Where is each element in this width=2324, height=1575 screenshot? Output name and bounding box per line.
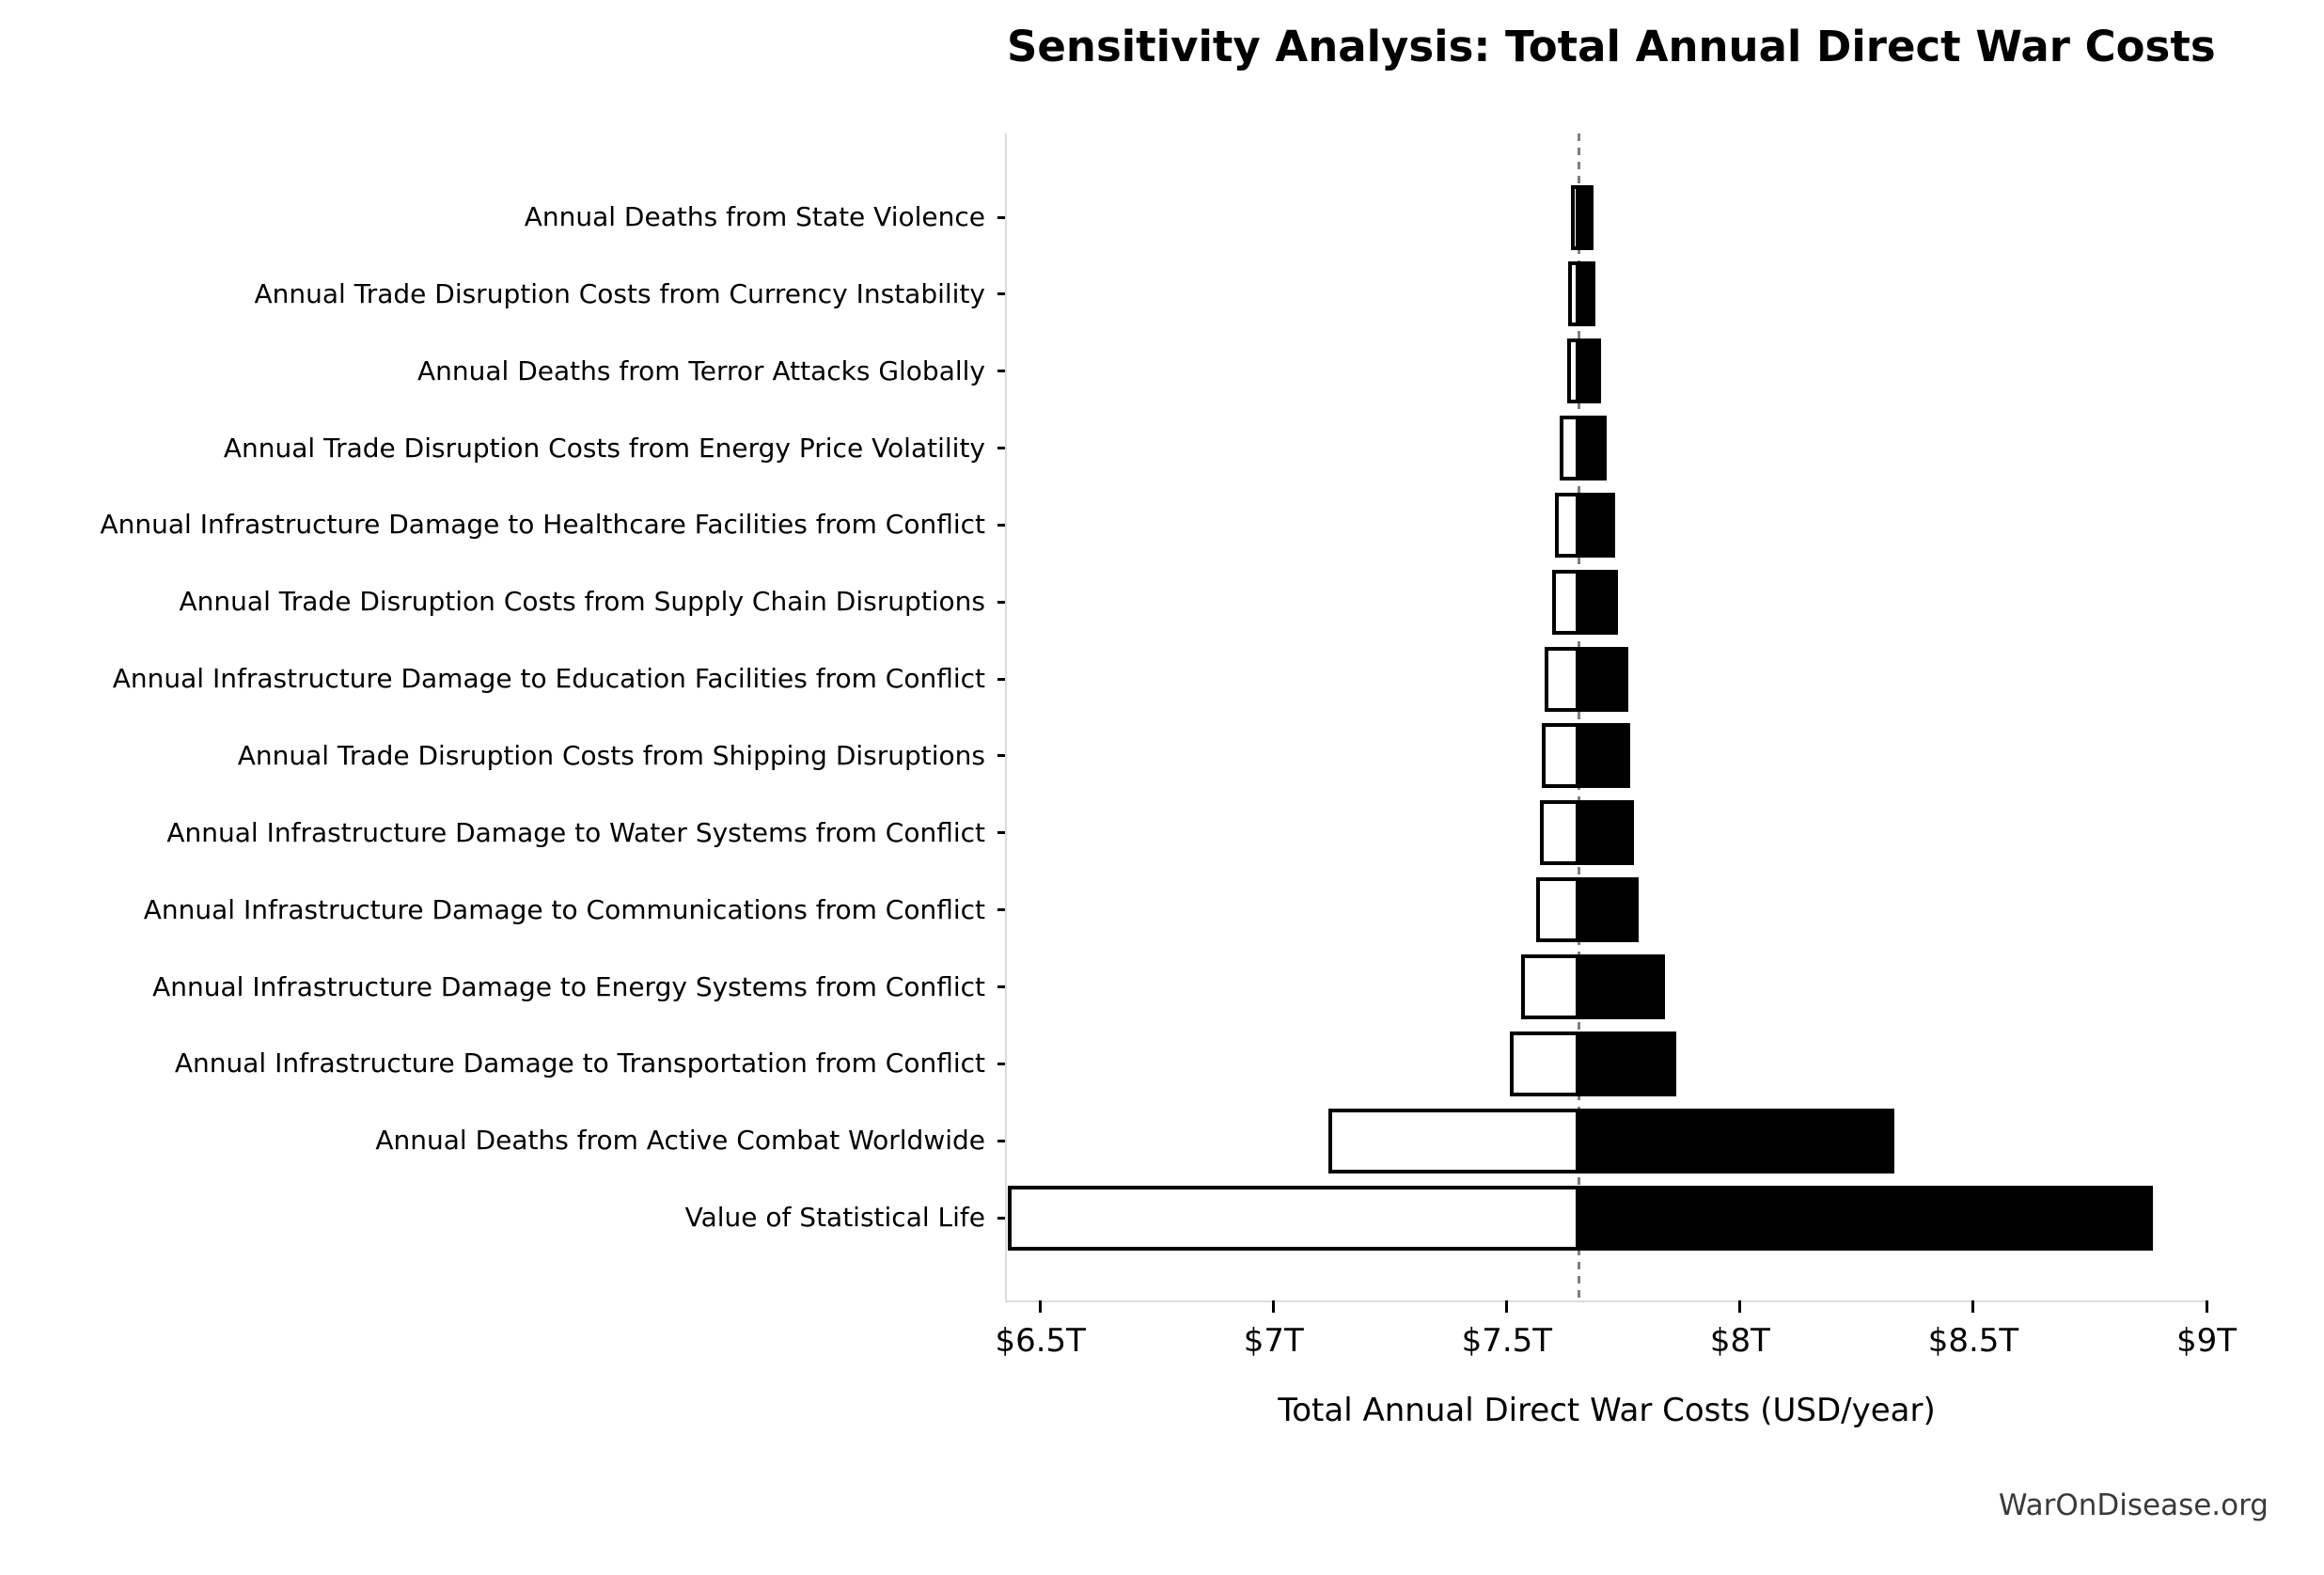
tornado-bar-low	[1571, 184, 1579, 250]
y-tick-label: Value of Statistical Life	[684, 1202, 985, 1234]
tornado-bar-high	[1578, 1108, 1894, 1173]
x-tick-label: $9T	[2175, 1322, 2238, 1360]
baseline-dashed-line	[1578, 134, 1581, 1300]
tornado-bar-high	[1578, 877, 1640, 943]
x-tick-label: $8.5T	[1927, 1322, 2019, 1360]
x-tick-mark	[1505, 1300, 1509, 1313]
y-tick-mark	[997, 447, 1005, 450]
tornado-bar-low	[1328, 1108, 1579, 1173]
tornado-bar-high	[1578, 800, 1635, 866]
x-tick-label: $6.5T	[995, 1322, 1086, 1360]
tornado-bar-low	[1535, 877, 1579, 943]
tornado-bar-high	[1578, 723, 1631, 789]
y-tick-label: Annual Infrastructure Damage to Water Sy…	[166, 816, 985, 848]
y-tick-mark	[997, 1139, 1005, 1142]
tornado-bar-high	[1578, 1031, 1677, 1096]
tornado-bar-low	[1567, 261, 1579, 327]
x-tick-label: $7T	[1243, 1322, 1304, 1360]
x-tick-mark	[1039, 1300, 1043, 1313]
tornado-bar-low	[1560, 416, 1579, 481]
y-tick-mark	[997, 523, 1005, 527]
y-tick-mark	[997, 677, 1005, 681]
tornado-bar-low	[1545, 646, 1579, 712]
y-tick-mark	[997, 908, 1005, 912]
tornado-bar-high	[1578, 261, 1595, 327]
y-tick-label: Annual Infrastructure Damage to Transpor…	[174, 1047, 985, 1079]
y-tick-mark	[997, 831, 1005, 835]
x-tick-mark	[2205, 1300, 2208, 1313]
x-tick-label: $8T	[1709, 1322, 1770, 1360]
tornado-bar-low	[1554, 492, 1579, 558]
y-tick-label: Annual Deaths from Terror Attacks Global…	[416, 354, 985, 386]
y-axis-spine	[1005, 134, 1007, 1302]
tornado-bar-low	[1510, 1031, 1579, 1096]
y-tick-mark	[997, 600, 1005, 604]
y-tick-mark	[997, 370, 1005, 373]
y-tick-mark	[997, 754, 1005, 758]
tornado-bar-high	[1578, 492, 1615, 558]
watermark-text: WarOnDisease.org	[1998, 1488, 2269, 1522]
y-tick-label: Annual Infrastructure Damage to Healthca…	[100, 509, 986, 541]
tornado-bar-low	[1566, 339, 1579, 404]
y-tick-mark	[997, 1216, 1005, 1220]
y-tick-mark	[997, 985, 1005, 988]
x-axis-spine	[1005, 1300, 2206, 1302]
tornado-bar-high	[1578, 954, 1665, 1019]
tornado-bar-high	[1578, 184, 1594, 250]
y-tick-label: Annual Trade Disruption Costs from Suppl…	[179, 586, 985, 618]
y-tick-mark	[997, 1062, 1005, 1065]
y-tick-label: Annual Trade Disruption Costs from Curre…	[254, 277, 985, 309]
y-tick-label: Annual Infrastructure Damage to Educatio…	[112, 663, 985, 695]
tornado-bar-low	[1520, 954, 1579, 1019]
tornado-bar-low	[1551, 569, 1579, 635]
chart-title: Sensitivity Analysis: Total Annual Direc…	[1007, 22, 2216, 71]
tornado-bar-low	[1542, 723, 1579, 789]
tornado-bar-low	[1539, 800, 1579, 866]
x-axis-label: Total Annual Direct War Costs (USD/year)	[1278, 1392, 1936, 1429]
y-tick-mark	[997, 215, 1005, 219]
y-tick-label: Annual Deaths from Active Combat Worldwi…	[375, 1125, 985, 1157]
y-tick-label: Annual Trade Disruption Costs from Shipp…	[237, 739, 985, 771]
tornado-bar-high	[1578, 339, 1601, 404]
y-tick-label: Annual Infrastructure Damage to Communic…	[143, 893, 985, 925]
tornado-bar-high	[1578, 646, 1628, 712]
x-tick-mark	[1272, 1300, 1276, 1313]
x-tick-mark	[1971, 1300, 1975, 1313]
y-tick-mark	[997, 292, 1005, 296]
y-tick-label: Annual Deaths from State Violence	[524, 201, 985, 232]
tornado-bar-high	[1578, 416, 1608, 481]
y-tick-label: Annual Infrastructure Damage to Energy S…	[152, 970, 985, 1002]
tornado-bar-high	[1578, 569, 1619, 635]
y-tick-label: Annual Trade Disruption Costs from Energ…	[223, 432, 985, 464]
x-tick-label: $7.5T	[1461, 1322, 1553, 1360]
tornado-bar-high	[1578, 1185, 2153, 1251]
tornado-bar-low	[1008, 1185, 1579, 1251]
x-tick-mark	[1738, 1300, 1742, 1313]
